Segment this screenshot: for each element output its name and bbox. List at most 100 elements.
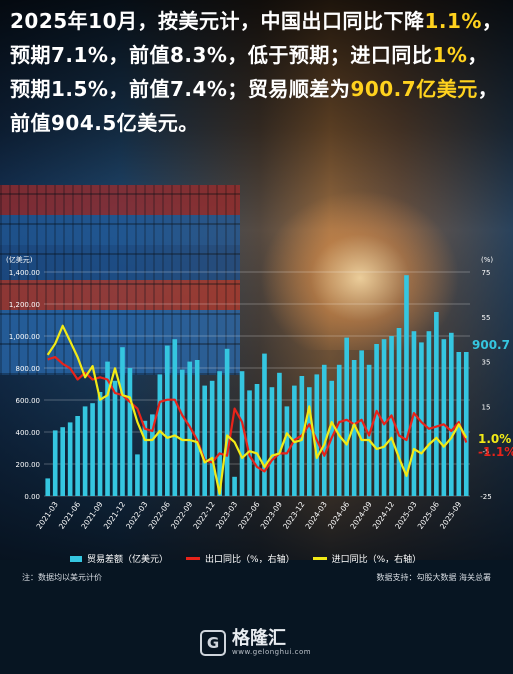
bar-trade-balance [434,312,439,496]
headline: 2025年10月，按美元计，中国出口同比下降1.1%，预期7.1%，前值8.3%… [10,4,505,140]
bar-trade-balance [202,385,208,496]
right-tick-label: 35 [482,359,491,367]
chart-bars [45,275,469,496]
left-tick-label: 200.00 [16,461,41,469]
headline-text-4: ，前值904.5亿美元。 [10,77,499,135]
bar-trade-balance [366,364,372,496]
left-tick-label: 600.00 [16,397,41,405]
sunset-glow [260,190,460,350]
logo-name: 格隆汇 [232,628,286,649]
bar-trade-balance [194,360,200,496]
bar-trade-balance [179,369,185,496]
left-tick-label: 0.00 [24,493,40,501]
bar-trade-balance [336,364,342,496]
bar-trade-balance [127,368,133,496]
bar-trade-balance [52,430,58,496]
right-tick-label: 55 [482,314,491,322]
bar-trade-balance [404,275,409,496]
chart-lines [46,324,468,495]
bar-trade-balance [314,374,320,496]
legend-swatch-export [186,557,201,560]
bar-trade-balance [45,478,51,496]
left-tick-label: 1,200.00 [9,301,40,309]
bar-trade-balance [224,348,230,496]
legend-label-bar: 贸易差额（亿美元） [87,555,169,565]
bar-trade-balance [75,416,80,496]
bar-trade-balance [172,339,178,496]
footnote: 注：数据均以美元计价 [22,573,102,582]
bar-trade-balance [150,414,155,496]
bar-trade-balance [157,374,163,496]
headline-import-value: 1% [432,43,468,67]
bar-trade-balance [135,454,140,496]
bar-trade-balance [105,361,110,496]
logo-url: www.gelonghui.com [232,648,312,656]
bar-trade-balance [269,387,275,496]
bar-trade-balance [164,345,170,496]
right-tick-label: 15 [482,403,491,411]
trade-chart: 0.00 200.00 400.00 600.00 800.00 1,000.00 1,20… [6,255,513,531]
bar-trade-balance [142,420,148,496]
headline-text-3: ，预期1.5%，前值7.4%；贸易顺差为 [10,43,488,101]
logo-mark-icon: G [200,630,226,656]
headline-export-value: 1.1% [424,9,482,33]
bar-trade-balance [463,352,469,496]
bar-trade-balance [90,403,95,496]
bar-trade-balance [217,371,222,496]
right-tick-label: -5 [483,448,490,456]
right-axis-unit: (%) [481,256,493,264]
left-tick-label: 800.00 [16,365,41,373]
left-tick-label: 1,000.00 [9,333,40,341]
bar-trade-balance [82,406,88,496]
bar-trade-balance [306,387,312,496]
bar-trade-balance [359,350,364,496]
logo-text-block: 格隆汇 www.gelonghui.com [232,628,312,657]
bar-trade-balance [381,339,387,496]
bar-trade-balance [448,332,454,496]
left-tick-label: 1,400.00 [9,269,40,277]
bar-trade-balance [120,347,125,496]
x-tick-label: 2025-09 [438,500,463,531]
bar-trade-balance [351,360,357,496]
left-axis-unit: (亿美元) [6,255,33,264]
line-export-yoy [47,355,468,473]
gelonghui-logo: G 格隆汇 www.gelonghui.com [200,630,311,656]
bar-trade-balance [239,371,245,496]
data-source: 数据支持：勾股大数据 海关总署 [376,573,491,582]
chart-legend: 贸易差额（亿美元） 出口同比（%，右轴） 进口同比（%，右轴） [70,552,421,565]
container-stack-image [0,185,240,375]
bar-last-label: 900.7 [472,338,510,352]
right-tick-label: 75 [482,269,491,277]
bar-trade-balance [60,427,66,496]
import-last-label: 1.0% [478,432,511,446]
bar-trade-balance [232,476,237,496]
bar-trade-balance [344,337,350,496]
bar-trade-balance [426,331,432,496]
legend-item-export: 出口同比（%，右轴） [186,552,295,565]
bar-trade-balance [419,342,424,496]
legend-item-bar: 贸易差额（亿美元） [70,552,168,565]
legend-swatch-import [312,557,327,560]
headline-surplus-value: 900.7亿美元 [350,77,478,101]
headline-text-2: ，预期7.1%，前值8.3%，低于预期；进口同比 [10,9,503,67]
bar-trade-balance [396,328,402,496]
legend-label-import: 进口同比（%，右轴） [331,555,422,565]
bar-trade-balance [374,344,379,496]
right-tick-label: -25 [480,493,491,501]
left-tick-label: 400.00 [16,429,41,437]
bar-trade-balance [67,422,73,496]
line-import-yoy [46,324,468,495]
bar-trade-balance [277,372,282,496]
legend-swatch-bar [70,555,82,562]
bar-trade-balance [112,380,118,496]
bar-trade-balance [247,390,252,496]
bar-trade-balance [254,384,260,496]
headline-text-1: 2025年10月，按美元计，中国出口同比下降 [10,9,425,33]
legend-item-import: 进口同比（%，右轴） [312,552,422,565]
export-last-label: -1.1% [478,445,513,459]
bar-trade-balance [209,380,215,496]
bar-trade-balance [441,339,447,496]
legend-label-export: 出口同比（%，右轴） [205,555,295,565]
bar-trade-balance [262,353,267,496]
bar-trade-balance [97,392,103,496]
